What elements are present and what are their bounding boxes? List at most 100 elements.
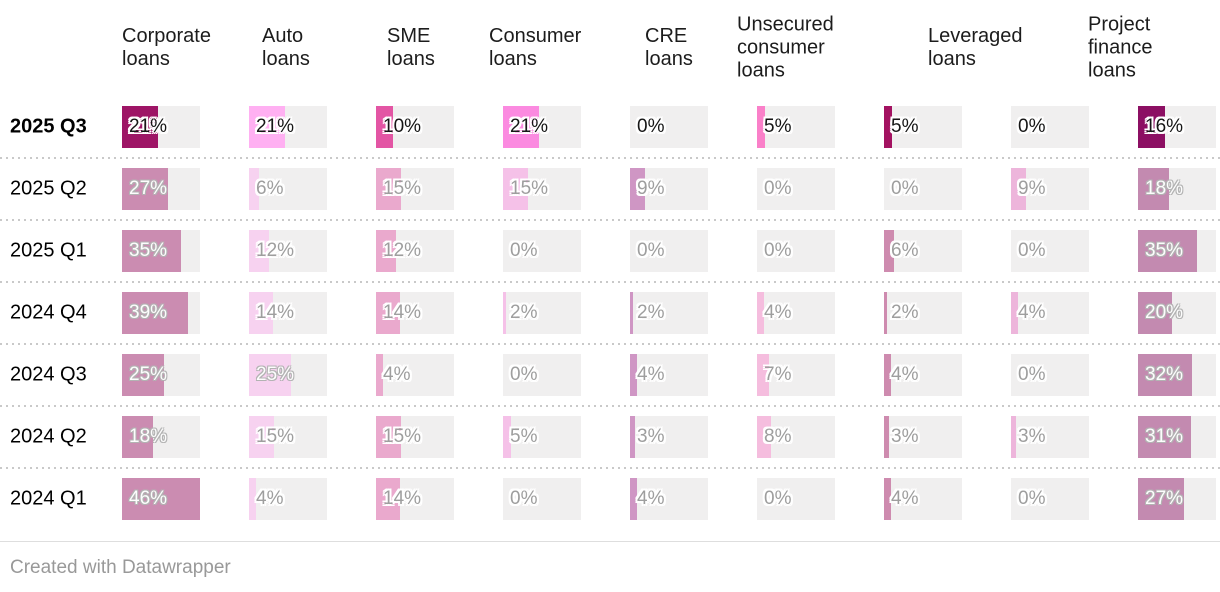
bar-fill — [884, 478, 891, 520]
bar-fill — [376, 230, 396, 272]
bar-cell: 3% — [1011, 416, 1089, 458]
bar-value-label: 8% — [764, 426, 792, 447]
table-row: 2024 Q3 25% 25% 4% 0% 4% 7% 4% 0% 32% — [0, 343, 1220, 406]
column-header: Auto loans — [262, 25, 310, 70]
column-header: Consumer loans — [489, 25, 582, 70]
bar-cell: 4% — [884, 354, 962, 396]
bar-value-label: 3% — [1018, 426, 1046, 447]
bar-cell: 0% — [1011, 106, 1089, 148]
bar-value-label: 4% — [383, 364, 411, 385]
bar-fill — [376, 168, 401, 210]
bar-fill — [884, 354, 891, 396]
bar-fill — [884, 416, 889, 458]
bar-fill — [122, 416, 153, 458]
bar-value-label: 12% — [383, 240, 422, 261]
bar-value-label: 16% — [1145, 116, 1184, 137]
bar-cell: 0% — [503, 354, 581, 396]
datawrapper-credit[interactable]: Created with Datawrapper — [10, 557, 231, 578]
row-label: 2025 Q1 — [10, 239, 87, 262]
bar-fill — [503, 168, 528, 210]
bar-cell: 39% — [122, 292, 200, 334]
bar-value-label: 0% — [510, 488, 538, 509]
bar-fill — [630, 292, 633, 334]
bar-value-label: 15% — [383, 178, 422, 199]
bar-value-label: 21% — [510, 116, 549, 137]
bar-value-label: 0% — [764, 178, 792, 199]
bar-value-label: 31% — [1145, 426, 1184, 447]
bar-cell: 0% — [757, 168, 835, 210]
column-header: CRE loans — [645, 25, 693, 70]
bar-fill — [1138, 106, 1165, 148]
bar-fill — [630, 354, 637, 396]
bar-value-label: 25% — [129, 364, 168, 385]
bar-cell: 25% — [249, 354, 327, 396]
bar-cell: 4% — [1011, 292, 1089, 334]
bar-fill — [1138, 478, 1184, 520]
bar-value-label: 5% — [891, 116, 919, 137]
bar-fill — [503, 106, 539, 148]
bar-cell: 7% — [757, 354, 835, 396]
bar-value-label: 35% — [1145, 240, 1184, 261]
bar-cell: 0% — [503, 230, 581, 272]
bar-cell: 32% — [1138, 354, 1216, 396]
table-row: 2024 Q4 39% 14% 14% 2% 2% 4% 2% 4% 20% — [0, 281, 1220, 344]
bar-value-label: 15% — [383, 426, 422, 447]
bar-value-label: 15% — [256, 426, 295, 447]
bar-fill — [249, 478, 256, 520]
bar-fill — [249, 354, 291, 396]
bar-cell: 0% — [630, 106, 708, 148]
bar-fill — [249, 230, 269, 272]
bar-value-label: 27% — [1145, 488, 1184, 509]
bar-value-label: 5% — [510, 426, 538, 447]
bar-fill — [503, 292, 506, 334]
bar-value-label: 0% — [510, 240, 538, 261]
bar-value-label: 18% — [1145, 178, 1184, 199]
bar-cell: 4% — [630, 478, 708, 520]
bar-cell: 3% — [630, 416, 708, 458]
bar-value-label: 46% — [129, 488, 168, 509]
bar-cell: 2% — [884, 292, 962, 334]
bar-value-label: 0% — [637, 116, 665, 137]
bar-value-label: 5% — [764, 116, 792, 137]
bar-cell: 3% — [884, 416, 962, 458]
bar-fill — [1138, 416, 1191, 458]
bar-cell: 20% — [1138, 292, 1216, 334]
bar-cell: 0% — [1011, 354, 1089, 396]
bar-fill — [122, 168, 168, 210]
bar-value-label: 21% — [256, 116, 295, 137]
bar-cell: 0% — [1011, 230, 1089, 272]
bar-cell: 15% — [249, 416, 327, 458]
bar-value-label: 9% — [1018, 178, 1046, 199]
row-label: 2024 Q1 — [10, 487, 87, 510]
bar-cell: 4% — [757, 292, 835, 334]
bar-cell: 9% — [630, 168, 708, 210]
bar-cell: 18% — [122, 416, 200, 458]
bar-fill — [122, 478, 200, 520]
bar-fill — [249, 168, 259, 210]
bar-value-label: 18% — [129, 426, 168, 447]
bar-value-label: 2% — [637, 302, 665, 323]
bar-fill — [376, 416, 401, 458]
bar-fill — [503, 416, 511, 458]
bar-fill — [884, 106, 892, 148]
bar-value-label: 4% — [637, 364, 665, 385]
bar-value-label: 6% — [891, 240, 919, 261]
bar-value-label: 20% — [1145, 302, 1184, 323]
bar-fill — [249, 416, 274, 458]
bar-fill — [249, 292, 273, 334]
bar-fill — [1011, 168, 1026, 210]
row-label: 2024 Q2 — [10, 425, 87, 448]
bar-value-label: 35% — [129, 240, 168, 261]
bar-cell: 35% — [1138, 230, 1216, 272]
bar-value-label: 7% — [764, 364, 792, 385]
bar-cell: 21% — [122, 106, 200, 148]
row-label: 2025 Q3 — [10, 115, 87, 138]
row-label: 2025 Q2 — [10, 177, 87, 200]
bar-fill — [757, 416, 771, 458]
bar-cell: 0% — [884, 168, 962, 210]
bar-value-label: 4% — [891, 488, 919, 509]
bar-value-label: 32% — [1145, 364, 1184, 385]
bar-value-label: 15% — [510, 178, 549, 199]
bar-fill — [122, 292, 188, 334]
